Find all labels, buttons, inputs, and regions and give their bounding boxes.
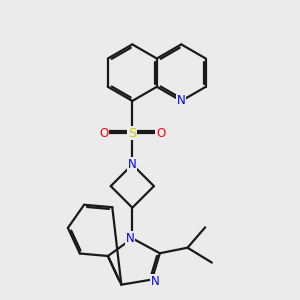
- Text: N: N: [128, 158, 137, 171]
- Text: N: N: [151, 275, 160, 288]
- Text: O: O: [99, 127, 109, 140]
- Text: N: N: [177, 94, 186, 107]
- Text: S: S: [128, 127, 136, 140]
- Text: N: N: [126, 232, 135, 245]
- Text: O: O: [156, 127, 165, 140]
